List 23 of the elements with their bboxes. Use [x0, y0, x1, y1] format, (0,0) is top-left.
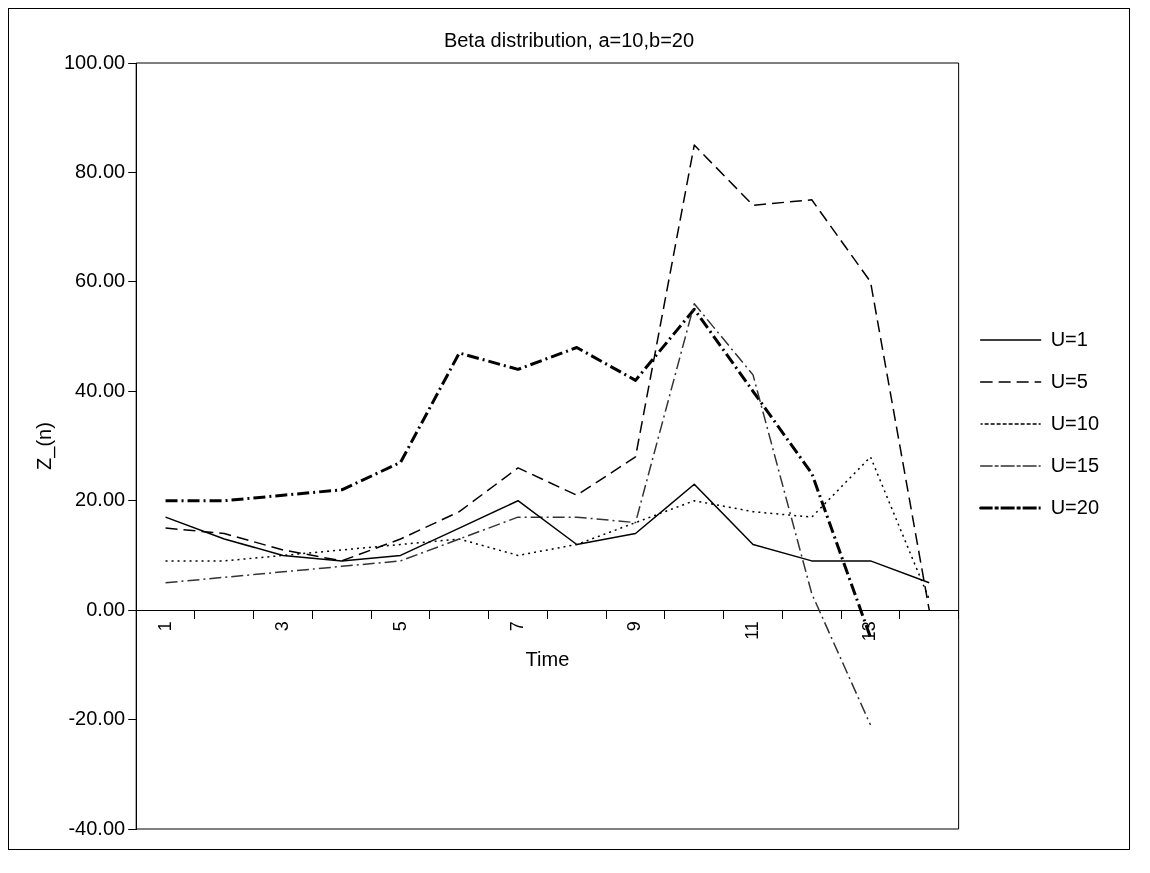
legend-label: U=20 [1050, 495, 1100, 518]
y-tick-label: 0.00 [86, 597, 126, 620]
legend-label: U=15 [1050, 453, 1100, 476]
legend-label: U=10 [1050, 411, 1100, 434]
y-axis-title: Z_(n) [32, 422, 56, 470]
x-tick-label: 7 [507, 621, 527, 632]
y-tick-label: 100.00 [64, 50, 126, 73]
x-tick-label: 5 [389, 621, 410, 632]
y-tick-label: -40.00 [68, 816, 126, 839]
x-tick-label: 3 [272, 621, 293, 632]
y-tick-label: 40.00 [75, 378, 126, 401]
y-tick-label: -20.00 [68, 707, 126, 730]
legend-label: U=1 [1050, 327, 1088, 350]
x-tick-label: 9 [624, 621, 645, 632]
legend-label: U=5 [1050, 369, 1088, 392]
chart-title: Beta distribution, a=10,b=20 [443, 28, 695, 51]
y-tick-label: 60.00 [75, 269, 126, 292]
y-tick-label: 20.00 [75, 488, 126, 511]
y-tick-label: 80.00 [75, 159, 126, 182]
x-tick-label: 13 [859, 621, 880, 642]
x-tick-label: 11 [741, 621, 762, 640]
x-axis-title: Time [525, 647, 570, 670]
x-tick-label: 1 [154, 621, 175, 632]
